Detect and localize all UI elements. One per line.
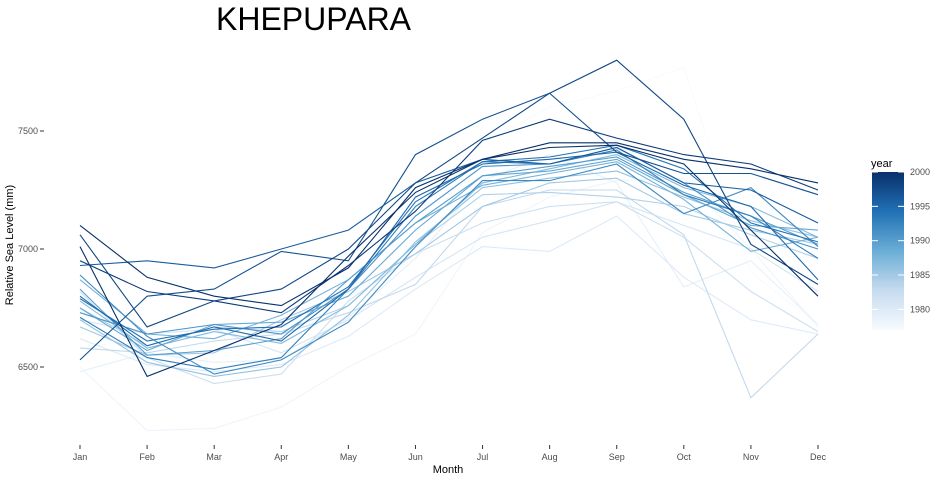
- legend-colorbar: [872, 172, 904, 330]
- series-line-1988-11: [79, 161, 819, 340]
- series-line-1989-12: [79, 158, 819, 352]
- series-line-1977-0: [79, 66, 819, 349]
- legend-ticks: 1980 1985 1990 1995 2000: [872, 167, 930, 314]
- x-axis: Jan Feb Mar Apr May Jun Jul Aug Sep Oct Nov Dec: [73, 445, 827, 462]
- series-line-1985-8: [79, 177, 819, 356]
- legend-tick-label: 1990: [910, 236, 930, 246]
- series-line-1998-21: [79, 59, 819, 328]
- y-tick-label: 6500: [18, 362, 38, 372]
- x-tick-label: Dec: [810, 452, 827, 462]
- x-tick-label: Oct: [677, 452, 692, 462]
- color-legend: year 1980 1985 1990 1995 2000: [871, 158, 930, 330]
- legend-tick-label: 2000: [910, 167, 930, 177]
- series-line-1994-17: [79, 144, 819, 342]
- legend-title: year: [871, 158, 893, 170]
- x-tick-label: Jan: [73, 452, 88, 462]
- series-line-2000-23: [79, 142, 819, 307]
- x-tick-label: Mar: [206, 452, 222, 462]
- y-axis-title: Relative Sea Level (mm): [4, 185, 16, 305]
- series-line-1986-9: [79, 170, 819, 377]
- chart-title: KHEPUPARA: [216, 1, 412, 37]
- series-line-1990-13: [79, 156, 819, 356]
- series-line-1980-3: [79, 215, 819, 373]
- x-tick-label: Aug: [542, 452, 558, 462]
- series-line-1991-14: [79, 146, 819, 335]
- y-axis: 6500 7000 7500: [18, 126, 44, 372]
- series-line-1982-5: [79, 201, 819, 385]
- x-tick-label: Jul: [477, 452, 489, 462]
- y-tick-label: 7500: [18, 126, 38, 136]
- x-tick-label: Jun: [408, 452, 423, 462]
- x-tick-label: Feb: [139, 452, 155, 462]
- series-line-2000-24: [79, 144, 819, 378]
- series-line-1995-18: [79, 151, 819, 347]
- x-axis-title: Month: [433, 464, 464, 476]
- series-line-1996-19: [79, 146, 819, 269]
- x-tick-label: Nov: [743, 452, 760, 462]
- series-lines: [79, 59, 819, 432]
- x-tick-label: Apr: [274, 452, 288, 462]
- series-line-1997-20: [79, 92, 819, 361]
- x-tick-label: May: [340, 452, 358, 462]
- y-tick-label: 7000: [18, 244, 38, 254]
- legend-tick-label: 1980: [910, 304, 930, 314]
- series-line-1983-6: [79, 189, 819, 399]
- legend-tick-label: 1995: [910, 201, 930, 211]
- legend-tick-label: 1985: [910, 270, 930, 280]
- x-tick-label: Sep: [609, 452, 625, 462]
- series-line-1993-16: [79, 149, 819, 370]
